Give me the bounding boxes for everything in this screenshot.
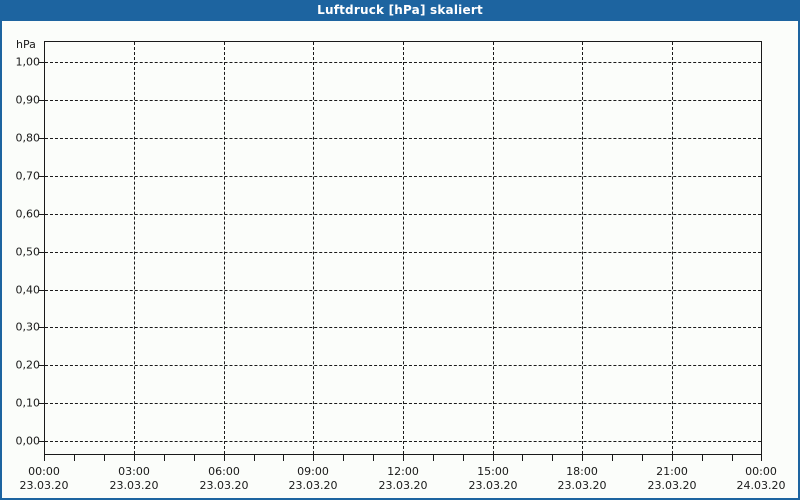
gridline-vertical [134, 42, 135, 454]
page-title: Luftdruck [hPa] skaliert [317, 3, 483, 17]
x-tick-time: 03:00 [118, 465, 150, 478]
x-tick-mark [104, 455, 105, 461]
y-tick-label: 0,00 [15, 434, 41, 448]
x-tick-label: 15:00 23.03.20 [469, 465, 518, 493]
x-tick-label: 00:00 24.03.20 [737, 465, 786, 493]
x-tick-time: 15:00 [477, 465, 509, 478]
y-tick-mark [39, 176, 44, 177]
data-series-luftdruck [45, 42, 761, 454]
x-tick-mark [283, 455, 284, 461]
y-tick-mark [39, 138, 44, 139]
x-tick-mark [522, 455, 523, 461]
x-tick-mark [313, 455, 314, 461]
gridline-vertical [224, 42, 225, 454]
x-tick-time: 00:00 [745, 465, 777, 478]
x-tick-time: 06:00 [208, 465, 240, 478]
gridline-vertical [403, 42, 404, 454]
x-tick-time: 00:00 [28, 465, 60, 478]
x-tick-time: 12:00 [387, 465, 419, 478]
x-tick-label: 12:00 23.03.20 [379, 465, 428, 493]
x-tick-mark [164, 455, 165, 461]
x-tick-mark [702, 455, 703, 461]
y-axis-tick-labels: 1,00 0,90 0,80 0,70 0,60 0,50 0,40 0,30 … [2, 21, 41, 498]
x-tick-mark [134, 455, 135, 461]
x-tick-label: 06:00 23.03.20 [200, 465, 249, 493]
x-tick-mark [761, 455, 762, 461]
gridline-vertical [582, 42, 583, 454]
y-tick-label: 0,40 [15, 283, 41, 297]
y-tick-mark [39, 62, 44, 63]
gridline-vertical [672, 42, 673, 454]
plot-area [44, 41, 762, 455]
chart-canvas: hPa 1,00 0,90 0,80 0,70 0,60 0,50 0,40 0… [2, 21, 798, 498]
y-tick-label: 0,20 [15, 358, 41, 372]
x-tick-mark [433, 455, 434, 461]
y-tick-mark [39, 441, 44, 442]
y-tick-label: 0,80 [15, 131, 41, 145]
x-tick-date: 23.03.20 [468, 479, 518, 492]
window-title-bar: Luftdruck [hPa] skaliert [0, 0, 800, 21]
x-tick-label: 21:00 23.03.20 [648, 465, 697, 493]
y-tick-mark [39, 100, 44, 101]
x-tick-date: 24.03.20 [736, 479, 786, 492]
y-tick-mark [39, 327, 44, 328]
x-tick-date: 23.03.20 [288, 479, 338, 492]
x-tick-mark [44, 455, 45, 461]
x-tick-date: 23.03.20 [19, 479, 69, 492]
y-tick-mark [39, 290, 44, 291]
x-tick-mark [373, 455, 374, 461]
x-tick-time: 21:00 [656, 465, 688, 478]
chart-frame: hPa 1,00 0,90 0,80 0,70 0,60 0,50 0,40 0… [0, 21, 800, 500]
y-tick-mark [39, 365, 44, 366]
x-tick-date: 23.03.20 [109, 479, 159, 492]
y-tick-label: 0,70 [15, 169, 41, 183]
x-tick-mark [642, 455, 643, 461]
y-axis-unit-label: hPa [16, 38, 36, 51]
x-tick-label: 18:00 23.03.20 [558, 465, 607, 493]
x-tick-label: 00:00 23.03.20 [20, 465, 69, 493]
x-tick-label: 03:00 23.03.20 [110, 465, 159, 493]
x-tick-mark [672, 455, 673, 461]
x-tick-mark [493, 455, 494, 461]
x-tick-mark [254, 455, 255, 461]
x-tick-date: 23.03.20 [647, 479, 697, 492]
x-tick-mark [612, 455, 613, 461]
y-tick-mark [39, 214, 44, 215]
x-tick-time: 18:00 [566, 465, 598, 478]
y-tick-label: 1,00 [15, 55, 41, 69]
x-tick-date: 23.03.20 [557, 479, 607, 492]
y-tick-label: 0,30 [15, 320, 41, 334]
x-tick-label: 09:00 23.03.20 [289, 465, 338, 493]
x-tick-mark [403, 455, 404, 461]
x-tick-mark [582, 455, 583, 461]
x-tick-mark [463, 455, 464, 461]
y-tick-label: 0,10 [15, 396, 41, 410]
x-tick-mark [552, 455, 553, 461]
gridline-vertical [313, 42, 314, 454]
x-tick-mark [194, 455, 195, 461]
y-tick-label: 0,90 [15, 93, 41, 107]
x-tick-mark [343, 455, 344, 461]
x-tick-time: 09:00 [297, 465, 329, 478]
x-tick-date: 23.03.20 [378, 479, 428, 492]
y-tick-mark [39, 403, 44, 404]
x-tick-mark [732, 455, 733, 461]
x-tick-mark [74, 455, 75, 461]
y-tick-label: 0,60 [15, 207, 41, 221]
y-tick-mark [39, 252, 44, 253]
x-tick-mark [224, 455, 225, 461]
x-tick-date: 23.03.20 [199, 479, 249, 492]
gridline-vertical [493, 42, 494, 454]
y-tick-label: 0,50 [15, 245, 41, 259]
